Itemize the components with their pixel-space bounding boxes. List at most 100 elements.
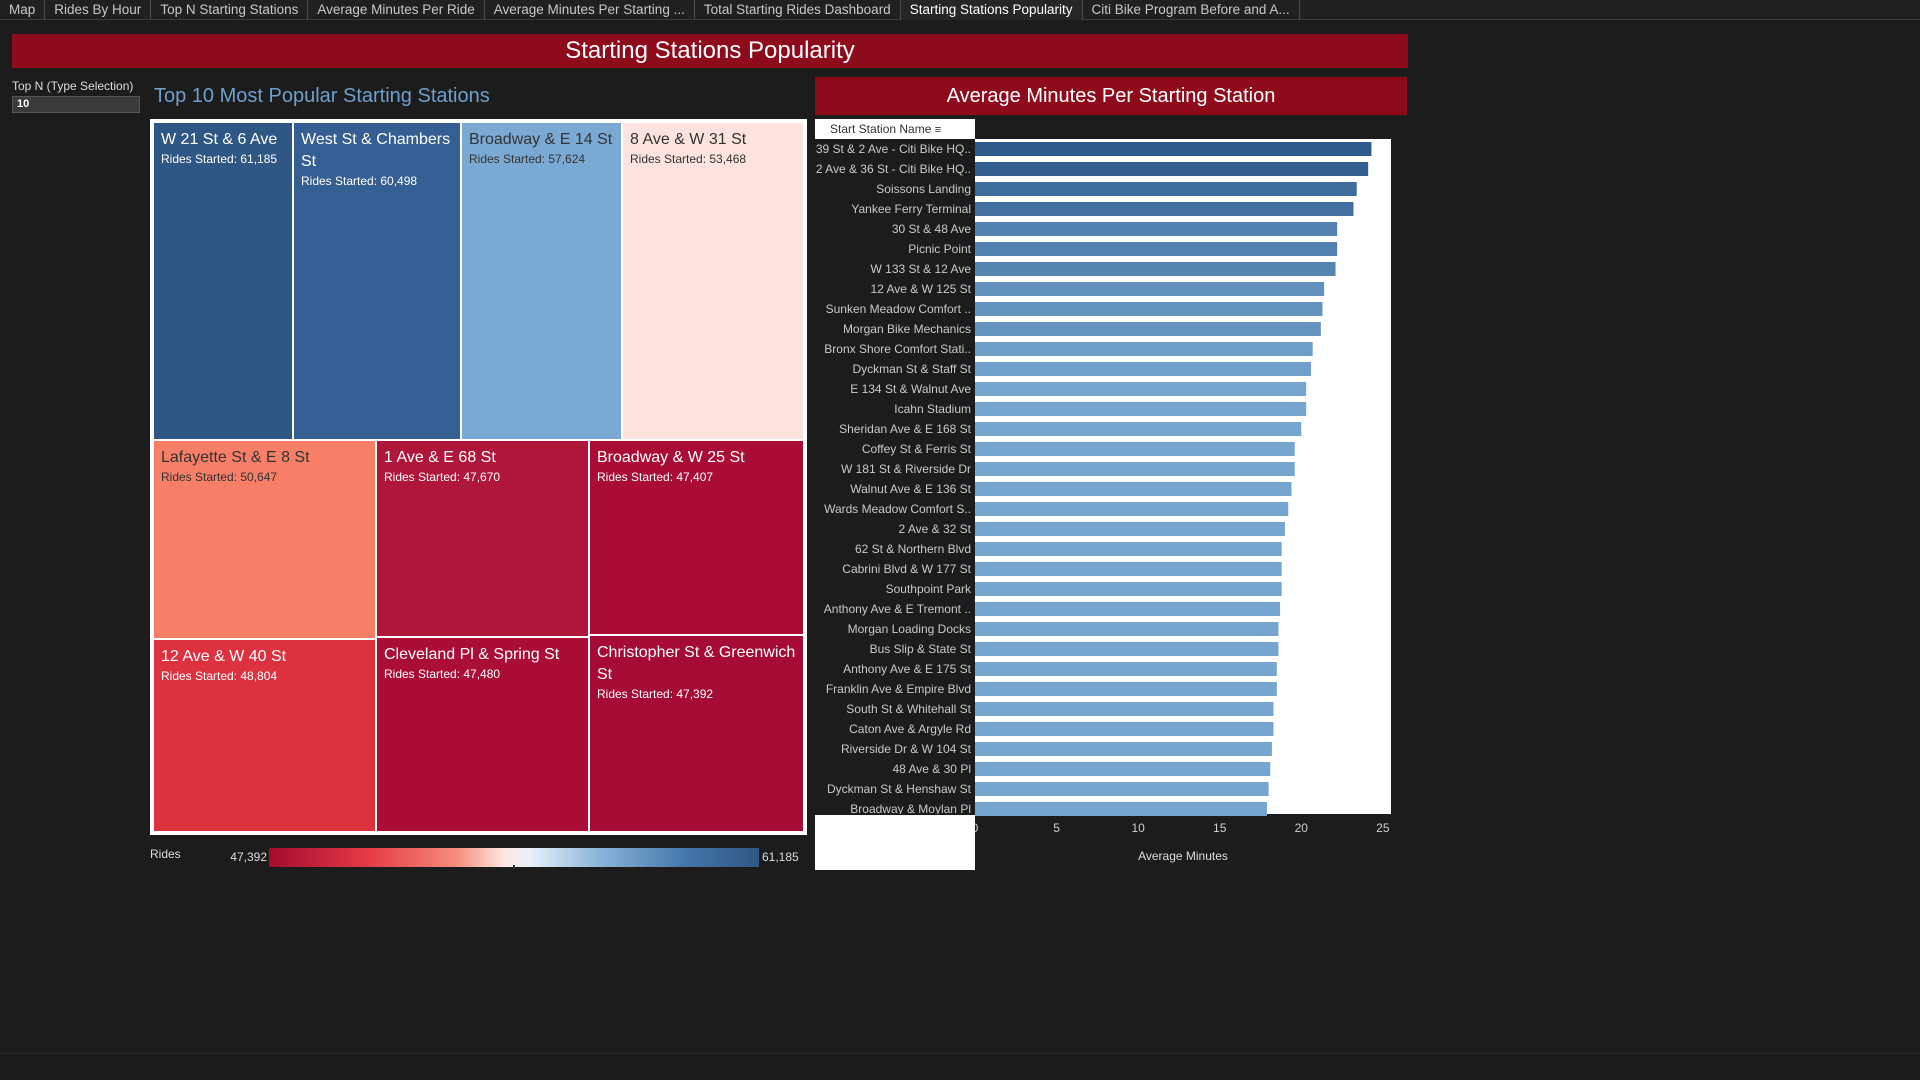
bar-label-33[interactable]: Broadway & Moylan Pl xyxy=(850,802,971,814)
tab-4[interactable]: Average Minutes Per Starting ... xyxy=(485,0,695,20)
bar-28[interactable] xyxy=(975,702,1274,716)
treemap-cell[interactable]: 8 Ave & W 31 St Rides Started: 53,468 xyxy=(622,122,804,440)
sort-icon[interactable]: ≡ xyxy=(934,124,942,136)
bar-1[interactable] xyxy=(975,162,1369,176)
bar-14[interactable] xyxy=(975,422,1302,436)
tab-6[interactable]: Starting Stations Popularity xyxy=(900,0,1083,20)
tab-1[interactable]: Rides By Hour xyxy=(45,0,152,20)
bar-31[interactable] xyxy=(975,762,1271,776)
bar-label-1[interactable]: 2 Ave & 36 St - Citi Bike HQ.. xyxy=(815,162,971,176)
bar-label-26[interactable]: Anthony Ave & E 175 St xyxy=(843,662,971,676)
bar-label-31[interactable]: 48 Ave & 30 Pl xyxy=(892,762,971,776)
bar-19[interactable] xyxy=(975,522,1285,536)
bar-13[interactable] xyxy=(975,402,1307,416)
bar-32[interactable] xyxy=(975,782,1269,796)
bar-label-3[interactable]: Yankee Ferry Terminal xyxy=(851,202,971,216)
bar-20[interactable] xyxy=(975,542,1282,556)
treemap: W 21 St & 6 Ave Rides Started: 61,185 We… xyxy=(150,119,807,835)
bar-24[interactable] xyxy=(975,622,1279,636)
treemap-cell[interactable]: Broadway & E 14 St Rides Started: 57,624 xyxy=(461,122,622,440)
treemap-cell[interactable]: West St & Chambers St Rides Started: 60,… xyxy=(293,122,461,440)
bar-30[interactable] xyxy=(975,742,1272,756)
bar-label-11[interactable]: Dyckman St & Staff St xyxy=(852,362,972,376)
bar-label-15[interactable]: Coffey St & Ferris St xyxy=(861,442,971,456)
bar-label-30[interactable]: Riverside Dr & W 104 St xyxy=(840,742,971,756)
bar-8[interactable] xyxy=(975,302,1323,316)
bar-16[interactable] xyxy=(975,462,1295,476)
bar-label-22[interactable]: Southpoint Park xyxy=(885,582,971,596)
bar-21[interactable] xyxy=(975,562,1282,576)
bar-label-10[interactable]: Bronx Shore Comfort Stati.. xyxy=(824,342,971,356)
bar-26[interactable] xyxy=(975,662,1277,676)
treemap-cell[interactable]: Christopher St & Greenwich St Rides Star… xyxy=(589,635,804,832)
tab-bar: Map Rides By Hour Top N Starting Stations A… xyxy=(0,0,1920,20)
bar-label-column: 39 St & 2 Ave - Citi Bike HQ.. 2 Ave & 36… xyxy=(815,139,971,814)
bar-label-21[interactable]: Cabrini Blvd & W 177 St xyxy=(842,562,971,576)
treemap-cell[interactable]: Lafayette St & E 8 St Rides Started: 50,… xyxy=(153,440,376,639)
bar-3[interactable] xyxy=(975,202,1354,216)
bar-label-25[interactable]: Bus Slip & State St xyxy=(869,642,971,656)
bar-label-19[interactable]: 2 Ave & 32 St xyxy=(898,522,972,536)
bar-6[interactable] xyxy=(975,262,1336,276)
bar-23[interactable] xyxy=(975,602,1281,616)
bar-label-28[interactable]: South St & Whitehall St xyxy=(846,702,971,716)
bar-label-13[interactable]: Icahn Stadium xyxy=(894,402,971,416)
bar-label-0[interactable]: 39 St & 2 Ave - Citi Bike HQ.. xyxy=(815,142,971,156)
bar-label-17[interactable]: Walnut Ave & E 136 St xyxy=(850,482,971,496)
bar-9[interactable] xyxy=(975,322,1321,336)
bar-label-8[interactable]: Sunken Meadow Comfort .. xyxy=(825,302,971,316)
bar-10[interactable] xyxy=(975,342,1313,356)
bar-label-24[interactable]: Morgan Loading Docks xyxy=(847,622,971,636)
cell-name: West St & Chambers St xyxy=(301,131,451,170)
treemap-cell[interactable]: 12 Ave & W 40 St Rides Started: 48,804 xyxy=(153,639,376,832)
bar-label-4[interactable]: 30 St & 48 Ave xyxy=(891,222,971,236)
tab-0[interactable]: Map xyxy=(0,0,46,20)
bar-18[interactable] xyxy=(975,502,1289,516)
bar-label-20[interactable]: 62 St & Northern Blvd xyxy=(854,542,971,556)
bar-label-5[interactable]: Picnic Point xyxy=(908,242,971,256)
treemap-cell[interactable]: Broadway & W 25 St Rides Started: 47,407 xyxy=(589,440,804,635)
bar-15[interactable] xyxy=(975,442,1295,456)
bar-25[interactable] xyxy=(975,642,1279,656)
cell-name: Lafayette St & E 8 St xyxy=(161,449,310,466)
bar-label-32[interactable]: Dyckman St & Henshaw St xyxy=(826,782,971,796)
bar-label-23[interactable]: Anthony Ave & E Tremont .. xyxy=(823,602,971,616)
bar-4[interactable] xyxy=(975,222,1338,236)
treemap-cell[interactable]: Cleveland Pl & Spring St Rides Started: … xyxy=(376,637,589,832)
header-footer-area xyxy=(815,815,975,870)
treemap-cell[interactable]: W 21 St & 6 Ave Rides Started: 61,185 xyxy=(153,122,293,440)
tab-5[interactable]: Total Starting Rides Dashboard xyxy=(695,0,901,20)
bar-label-14[interactable]: Sheridan Ave & E 168 St xyxy=(839,422,971,436)
bar-label-16[interactable]: W 181 St & Riverside Dr xyxy=(840,462,971,476)
cell-name: 8 Ave & W 31 St xyxy=(630,131,747,148)
bar-7[interactable] xyxy=(975,282,1325,296)
bar-2[interactable] xyxy=(975,182,1357,196)
bar-label-29[interactable]: Caton Ave & Argyle Rd xyxy=(849,722,971,736)
bar-33[interactable] xyxy=(975,802,1268,816)
bar-11[interactable] xyxy=(975,362,1312,376)
bar-0[interactable] xyxy=(975,142,1372,156)
bar-label-9[interactable]: Morgan Bike Mechanics xyxy=(842,322,971,336)
tab-7[interactable]: Citi Bike Program Before and A... xyxy=(1083,0,1300,20)
bar-22[interactable] xyxy=(975,582,1282,596)
bar-label-7[interactable]: 12 Ave & W 125 St xyxy=(870,282,971,296)
bar-29[interactable] xyxy=(975,722,1274,736)
bar-label-2[interactable]: Soissons Landing xyxy=(876,182,971,196)
bar-label-6[interactable]: W 133 St & 12 Ave xyxy=(870,262,971,276)
cell-value: Rides Started: 47,407 xyxy=(597,470,714,484)
tab-2[interactable]: Top N Starting Stations xyxy=(151,0,309,20)
top-n-input[interactable]: 10 xyxy=(12,96,140,113)
bar-label-18[interactable]: Wards Meadow Comfort S.. xyxy=(824,502,971,516)
bar-label-12[interactable]: E 134 St & Walnut Ave xyxy=(850,382,971,396)
bar-chart: 0 5 10 15 20 25 xyxy=(975,139,1391,835)
bar-12[interactable] xyxy=(975,382,1307,396)
cell-name: 1 Ave & E 68 St xyxy=(384,449,496,466)
tab-3[interactable]: Average Minutes Per Ride xyxy=(308,0,485,20)
bar-17[interactable] xyxy=(975,482,1292,496)
bar-27[interactable] xyxy=(975,682,1277,696)
column-header[interactable]: Start Station Name ≡ xyxy=(815,119,975,139)
cell-value: Rides Started: 47,670 xyxy=(384,470,501,484)
bar-5[interactable] xyxy=(975,242,1338,256)
treemap-cell[interactable]: 1 Ave & E 68 St Rides Started: 47,670 xyxy=(376,440,589,637)
bar-label-27[interactable]: Franklin Ave & Empire Blvd xyxy=(825,682,971,696)
